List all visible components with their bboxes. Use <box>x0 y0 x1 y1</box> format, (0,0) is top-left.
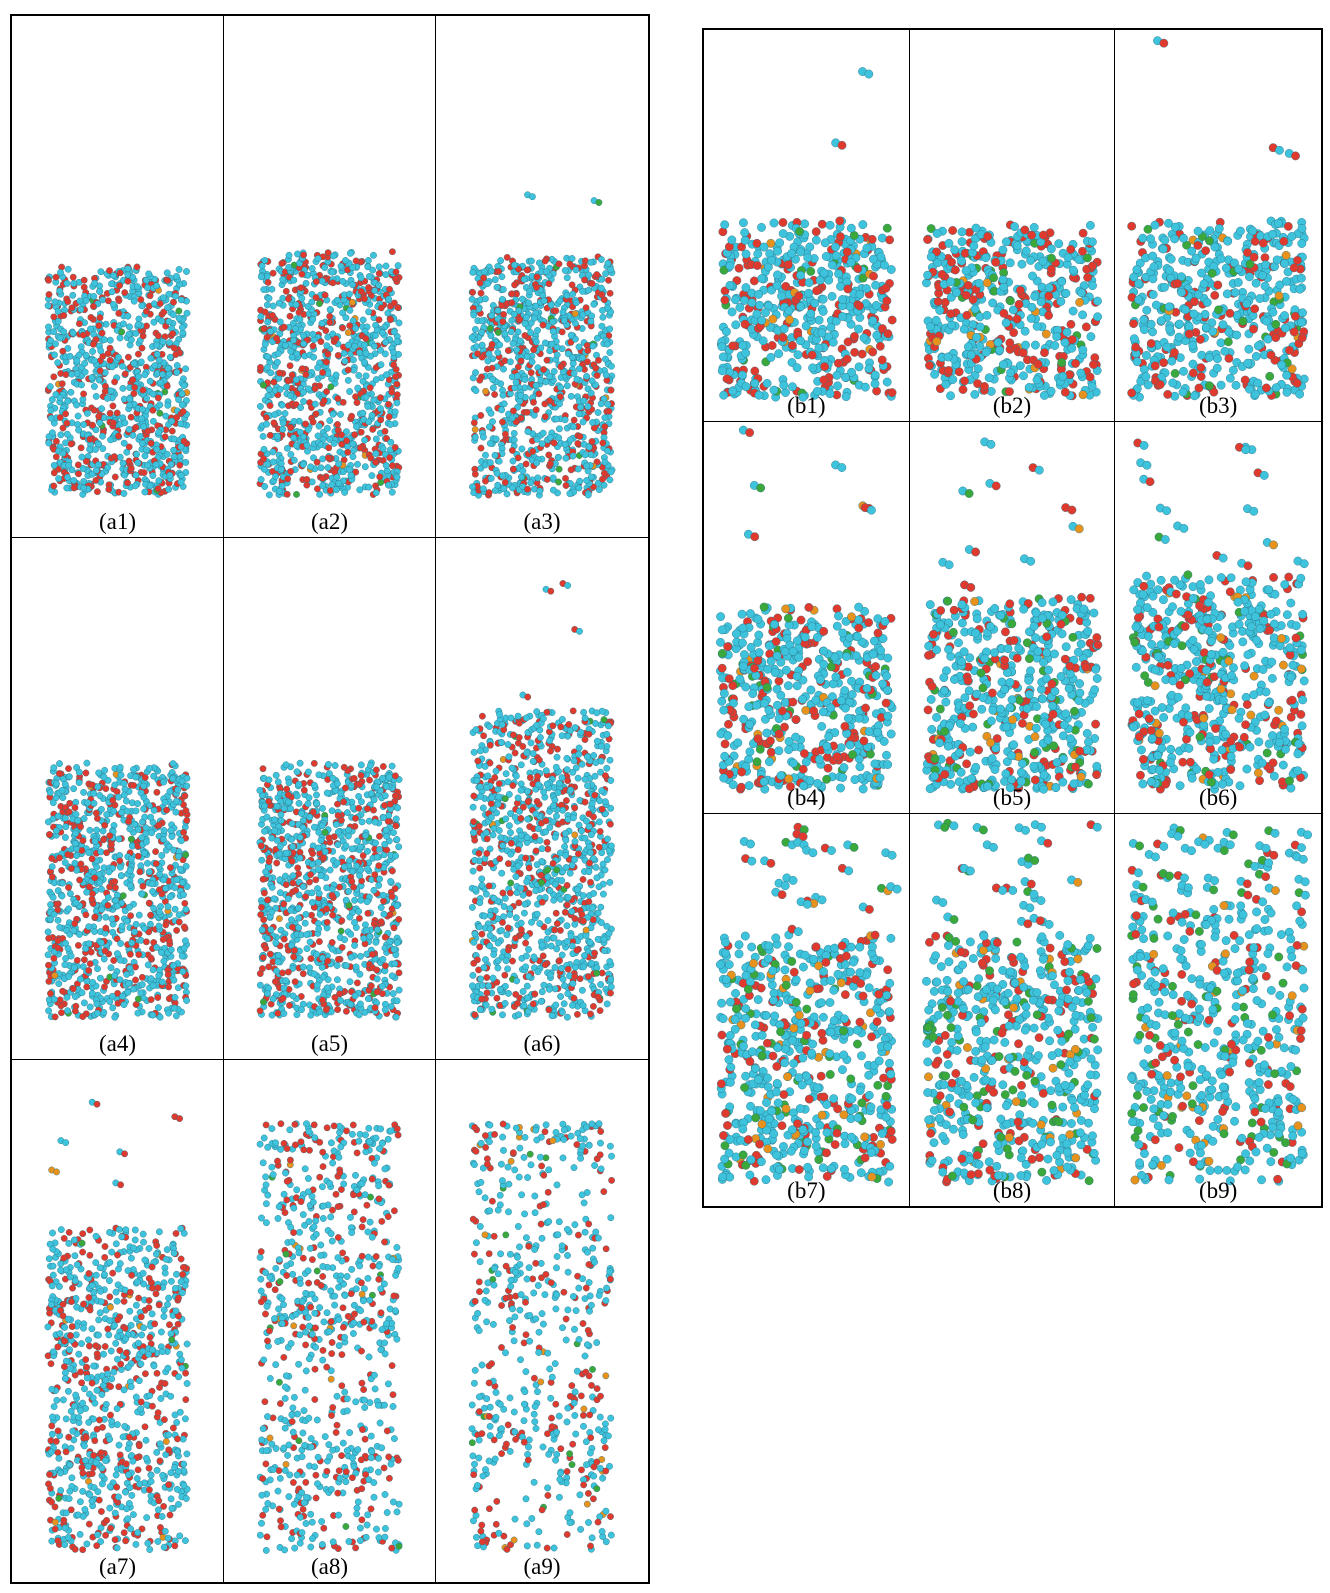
molecule-render-b6 <box>1127 438 1309 794</box>
panel-label-a4: (a4) <box>98 1031 137 1056</box>
panel-label-b2: (b2) <box>992 393 1032 418</box>
panel-b5: (b5) <box>909 422 1116 814</box>
panel-label-b1: (b1) <box>787 393 826 418</box>
panel-a7: (a7) <box>12 1060 224 1582</box>
panel-a3: (a3) <box>436 16 648 538</box>
panel-label-a9: (a9) <box>523 1554 561 1579</box>
molecule-render-a1 <box>44 263 191 498</box>
panel-grid-a: (a1) (a2) (a3) (a4) (a5) (a6) (a7) (a8) … <box>10 14 650 1584</box>
panel-label-b5: (b5) <box>992 785 1032 810</box>
panel-label-a3: (a3) <box>523 509 561 534</box>
panel-a2: (a2) <box>224 16 436 538</box>
panel-label-b9: (b9) <box>1199 1178 1238 1203</box>
molecule-render-a7 <box>44 1098 191 1554</box>
panel-b7: (b7) <box>704 814 910 1206</box>
panel-a9: (a9) <box>436 1060 648 1582</box>
panel-label-b3: (b3) <box>1199 393 1238 418</box>
molecule-render-b1 <box>716 67 897 402</box>
panel-a4: (a4) <box>12 538 224 1060</box>
panel-b6: (b6) <box>1115 422 1321 814</box>
panel-label-b7: (b7) <box>787 1178 826 1203</box>
panel-b9: (b9) <box>1115 814 1321 1206</box>
molecule-render-b2 <box>921 220 1102 401</box>
panel-label-a1: (a1) <box>98 509 137 534</box>
molecule-render-a3 <box>468 191 616 499</box>
panel-label-b8: (b8) <box>992 1178 1032 1203</box>
panel-a1: (a1) <box>12 16 224 538</box>
molecule-render-a4 <box>44 759 191 1021</box>
molecule-render-b9 <box>1127 823 1313 1186</box>
molecule-render-a6 <box>468 580 615 1021</box>
panel-grid-b: (b1) (b2) (b3) (b4) (b5) (b6) (b7) (b8) … <box>702 28 1323 1208</box>
panel-a5: (a5) <box>224 538 436 1060</box>
molecule-render-a9 <box>468 1120 616 1553</box>
panel-label-a7: (a7) <box>98 1554 137 1579</box>
molecule-render-a8 <box>256 1120 403 1554</box>
panel-b1: (b1) <box>704 30 910 422</box>
molecule-render-b7 <box>715 822 902 1187</box>
molecule-render-b4 <box>716 425 897 794</box>
panel-b8: (b8) <box>910 814 1116 1206</box>
panel-b4: (b4) <box>704 422 910 814</box>
molecule-render-b5 <box>922 437 1102 794</box>
molecule-render-b8 <box>921 818 1102 1187</box>
panel-label-a6: (a6) <box>523 1031 561 1056</box>
panel-label-a8: (a8) <box>310 1554 349 1579</box>
panel-a6: (a6) <box>436 538 648 1060</box>
panel-label-b4: (b4) <box>787 785 826 810</box>
panel-label-a5: (a5) <box>310 1031 349 1056</box>
molecule-render-b3 <box>1127 36 1309 402</box>
molecule-render-a2 <box>256 248 403 499</box>
panel-label-b6: (b6) <box>1199 785 1238 810</box>
panel-b3: (b3) <box>1115 30 1321 422</box>
molecule-render-a5 <box>256 759 403 1021</box>
panel-b2: (b2) <box>909 30 1116 422</box>
panel-label-a2: (a2) <box>310 509 349 534</box>
panel-a8: (a8) <box>224 1060 436 1582</box>
